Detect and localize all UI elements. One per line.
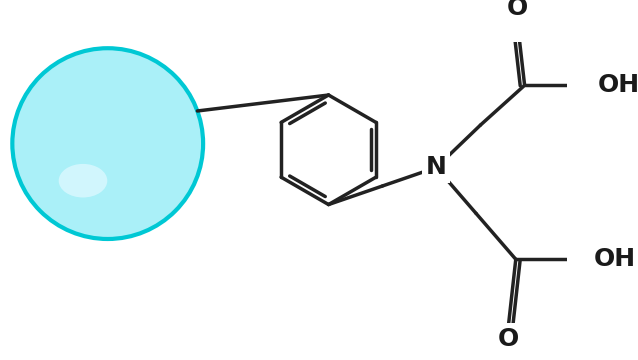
Text: OH: OH [593,247,635,271]
Circle shape [12,48,203,239]
Text: OH: OH [598,73,638,97]
Text: O: O [507,0,528,19]
Ellipse shape [59,164,107,198]
Text: O: O [498,327,519,351]
Text: N: N [426,156,447,179]
